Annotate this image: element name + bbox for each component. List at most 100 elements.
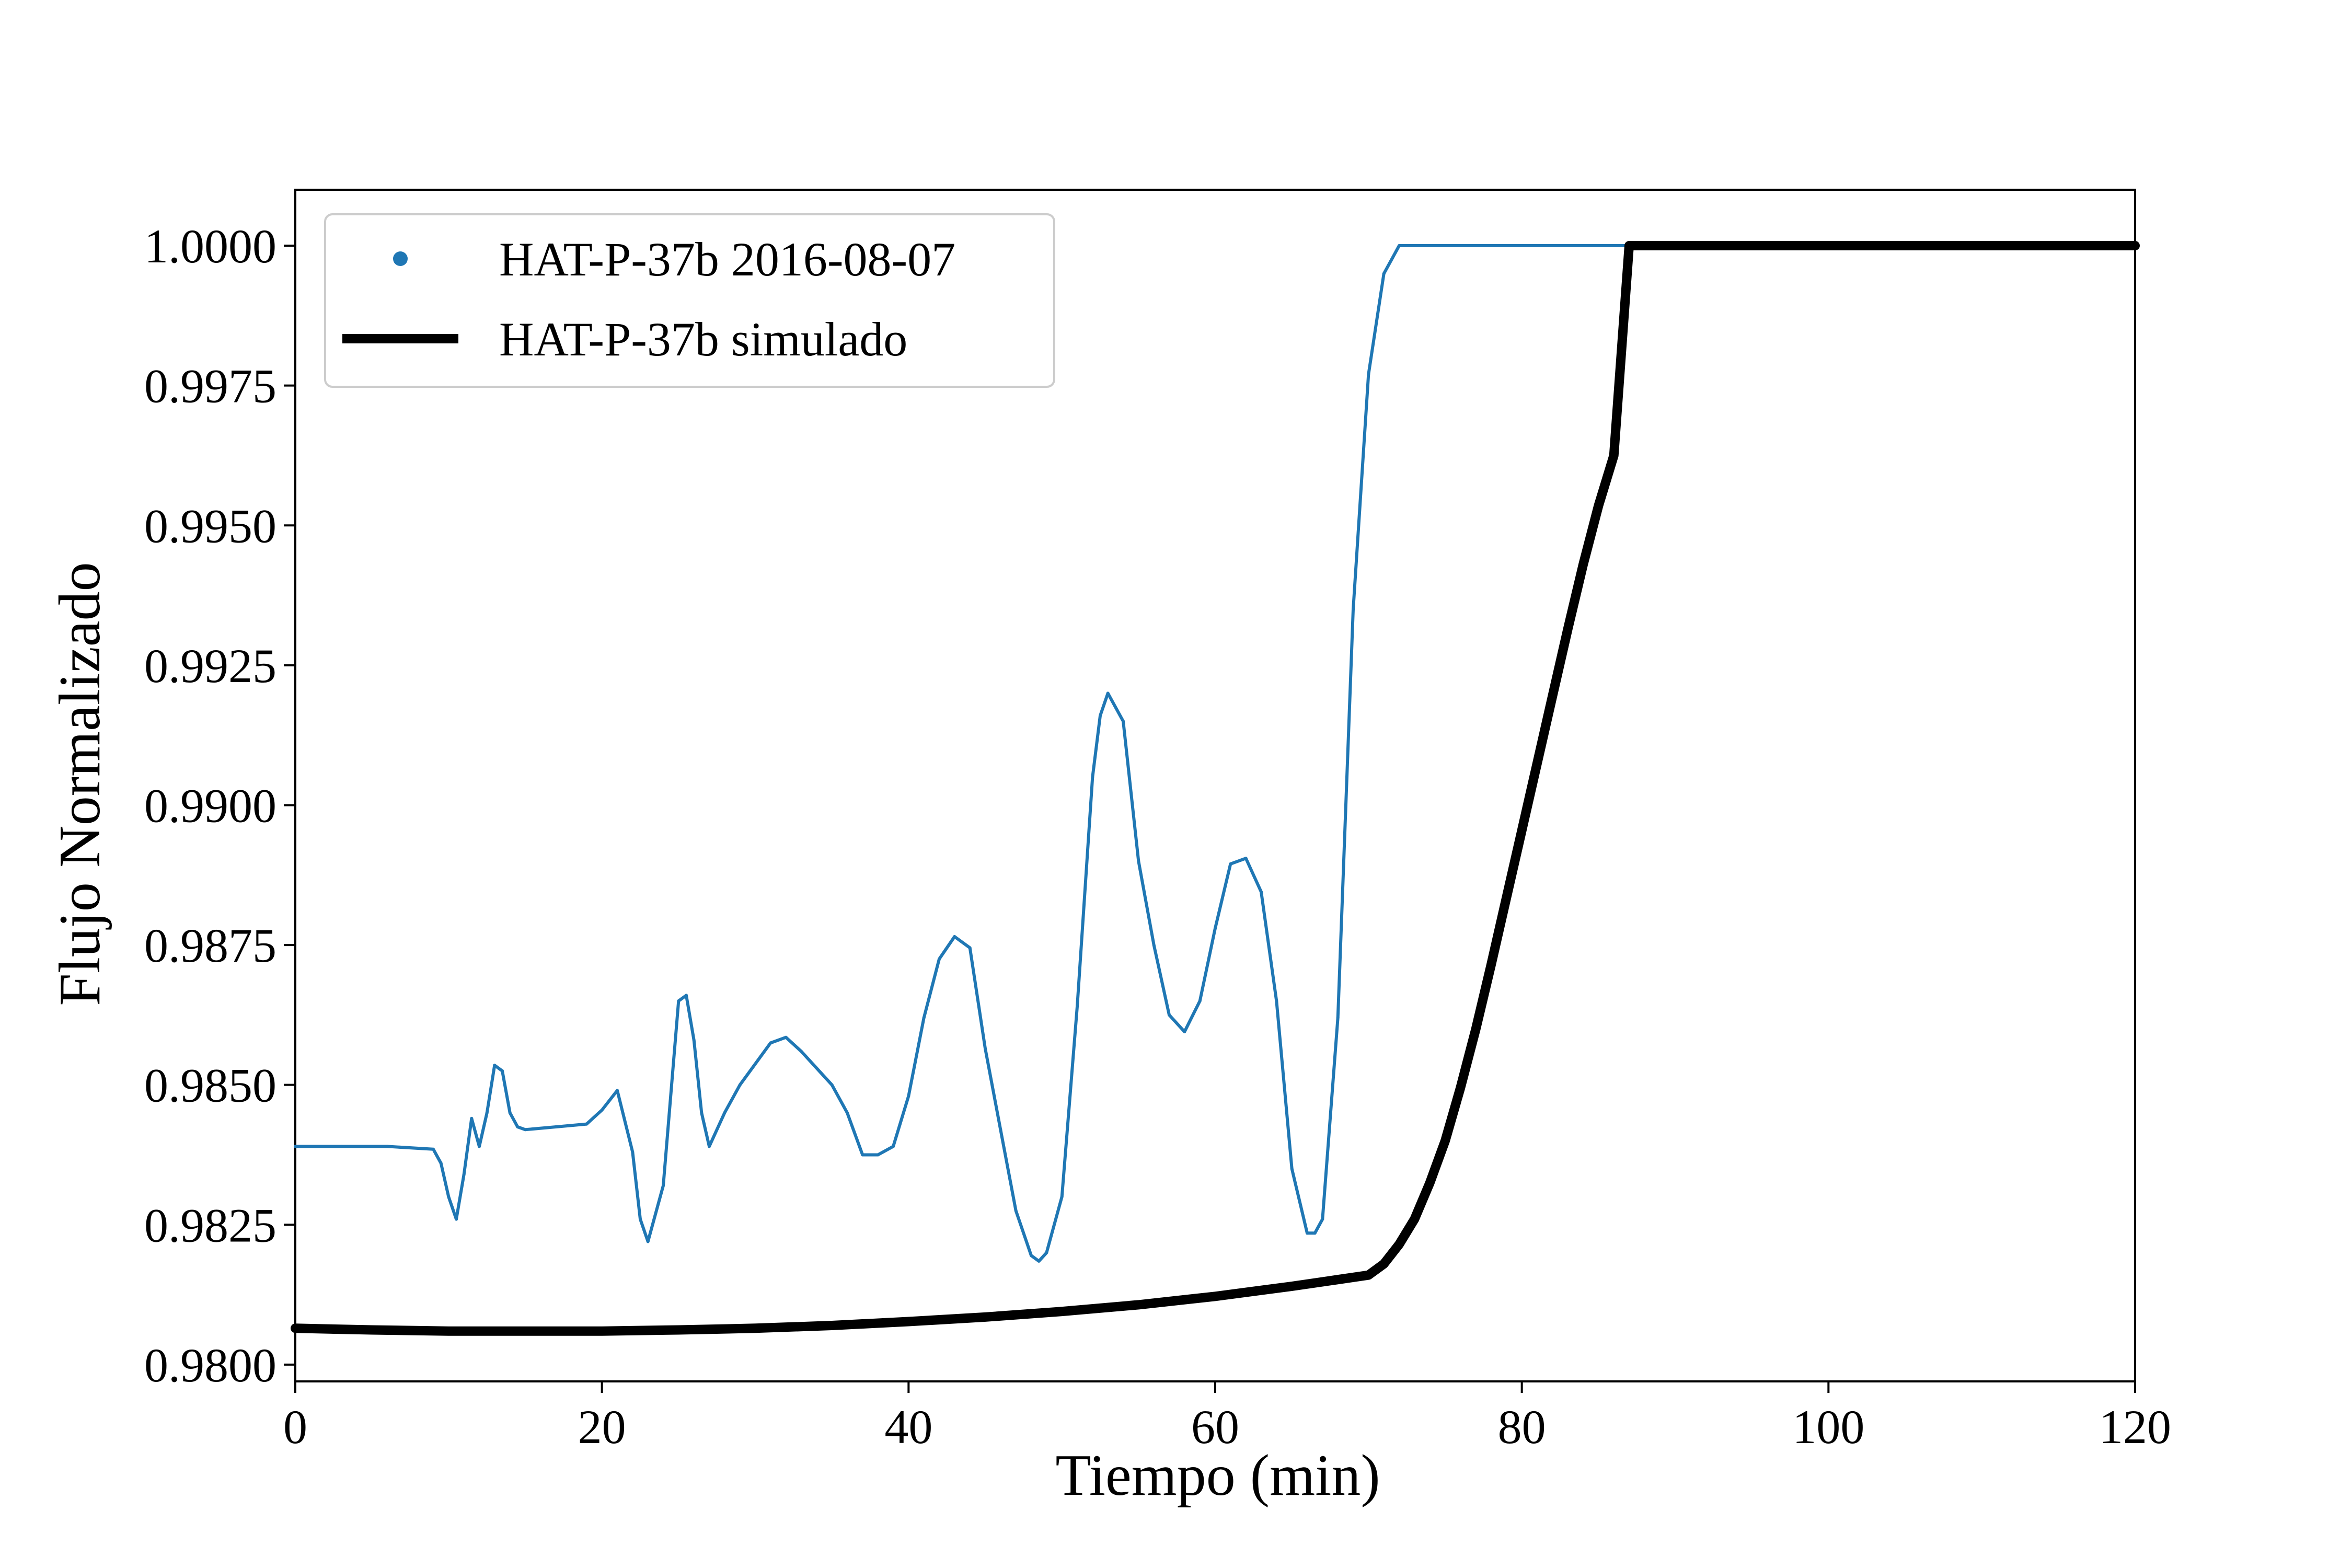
data-point: [1408, 244, 1412, 247]
data-point: [1313, 1231, 1317, 1235]
y-axis-ticks: 0.9800 0.9825 0.9850 0.9875 0.9900 0.9925 0.99…: [144, 220, 295, 1392]
data-point: [1045, 1251, 1048, 1254]
data-point: [1183, 1030, 1186, 1033]
data-point: [1398, 244, 1401, 247]
y-tick-label: 0.9900: [144, 779, 276, 832]
data-point: [938, 957, 941, 961]
data-point: [999, 1128, 1002, 1132]
x-tick-label: 80: [1498, 1400, 1546, 1454]
x-tick-label: 60: [1191, 1400, 1239, 1454]
data-point: [968, 946, 972, 950]
data-point: [1198, 999, 1202, 1003]
data-point: [1106, 691, 1110, 695]
data-point: [953, 935, 956, 938]
data-point: [800, 1050, 803, 1053]
data-point: [984, 1047, 987, 1051]
data-point: [462, 1172, 466, 1176]
data-point: [1244, 857, 1248, 860]
data-point: [439, 1161, 443, 1165]
y-tick-label: 0.9925: [144, 639, 276, 693]
data-point: [1014, 1209, 1018, 1213]
legend-marker-observed: [393, 251, 408, 266]
data-point: [723, 1111, 727, 1115]
y-axis-label: Flujo Normalizado: [48, 562, 112, 1006]
series-simulated-line: [291, 241, 2140, 1336]
data-point: [1030, 1254, 1033, 1258]
data-point: [501, 1069, 504, 1073]
data-point: [1076, 1005, 1079, 1008]
data-point: [1168, 1013, 1171, 1017]
data-point: [1336, 1016, 1340, 1020]
data-point: [639, 1217, 642, 1221]
data-point: [1520, 244, 1524, 247]
legend-label-observed: HAT-P-37b 2016-08-07: [499, 233, 955, 286]
data-point: [1122, 719, 1125, 723]
data-point: [485, 1111, 489, 1115]
data-point: [708, 1145, 711, 1148]
x-axis-label: Tiempo (min): [1055, 1443, 1380, 1508]
data-point: [769, 1041, 773, 1045]
data-point: [1352, 607, 1355, 611]
legend-box: [324, 213, 1055, 388]
series-observed: [294, 244, 2137, 1263]
x-tick-label: 40: [884, 1400, 932, 1454]
data-point: [1367, 373, 1370, 376]
data-point: [1091, 775, 1094, 779]
y-tick-label: 0.9800: [144, 1339, 276, 1392]
legend-label-simulated: HAT-P-37b simulado: [499, 313, 907, 366]
data-point: [340, 1145, 343, 1148]
data-point: [907, 1094, 910, 1098]
data-point: [861, 1153, 864, 1157]
data-point: [1214, 927, 1217, 930]
data-point: [876, 1153, 880, 1157]
data-point: [455, 1217, 458, 1221]
data-point: [616, 1089, 619, 1092]
x-tick-label: 120: [2099, 1400, 2171, 1454]
data-layer: [291, 241, 2140, 1336]
data-point: [700, 1111, 704, 1115]
data-point: [784, 1035, 788, 1039]
data-point: [493, 1064, 497, 1067]
series-observed-line: [294, 244, 2137, 1263]
data-point: [646, 1240, 650, 1243]
y-tick-label: 0.9875: [144, 919, 276, 972]
data-point: [524, 1128, 527, 1132]
y-tick-label: 0.9850: [144, 1059, 276, 1112]
data-point: [830, 1083, 834, 1087]
x-axis-ticks: 0 20 40 60 80 100 120: [283, 1381, 2171, 1454]
data-point: [922, 1016, 926, 1020]
data-point: [1060, 1195, 1064, 1198]
data-point: [1382, 272, 1386, 275]
x-tick-label: 100: [1792, 1400, 1864, 1454]
data-point: [447, 1195, 451, 1198]
data-point: [470, 1116, 474, 1120]
data-point: [892, 1145, 895, 1148]
x-tick-label: 20: [578, 1400, 626, 1454]
data-point: [685, 994, 688, 997]
x-tick-label: 0: [283, 1400, 307, 1454]
data-point: [738, 1083, 742, 1087]
y-tick-label: 0.9950: [144, 499, 276, 552]
data-point: [516, 1125, 520, 1128]
data-point: [1306, 1231, 1309, 1235]
data-point: [1260, 890, 1263, 894]
y-tick-label: 0.9975: [144, 360, 276, 413]
data-point: [1037, 1259, 1041, 1263]
data-point: [846, 1111, 849, 1115]
data-point: [1229, 862, 1232, 866]
data-point: [692, 1039, 696, 1042]
data-point: [662, 1184, 665, 1187]
data-point: [677, 999, 681, 1003]
data-point: [478, 1145, 481, 1148]
data-point: [294, 1145, 297, 1148]
data-point: [554, 1125, 558, 1128]
data-point: [508, 1111, 512, 1115]
data-point: [1275, 999, 1278, 1003]
data-point: [432, 1147, 435, 1151]
legend: HAT-P-37b 2016-08-07 HAT-P-37b simulado: [324, 213, 1055, 388]
data-point: [1137, 859, 1140, 863]
data-point: [1099, 714, 1102, 718]
data-point: [631, 1150, 635, 1154]
data-point: [1321, 1217, 1324, 1221]
